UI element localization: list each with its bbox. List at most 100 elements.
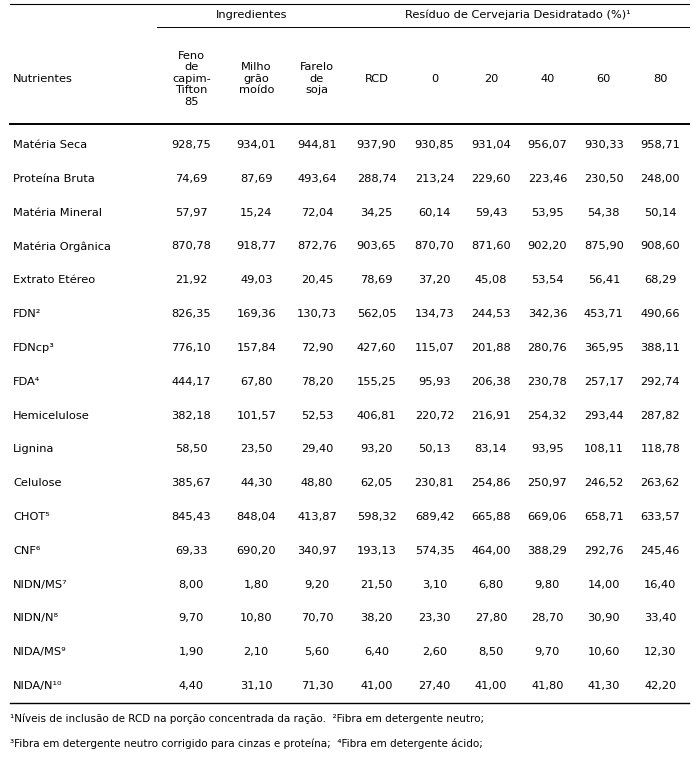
Text: 5,60: 5,60	[304, 647, 329, 657]
Text: 292,74: 292,74	[641, 377, 680, 387]
Text: 254,32: 254,32	[528, 411, 567, 421]
Text: 665,88: 665,88	[471, 512, 511, 522]
Text: 342,36: 342,36	[528, 309, 567, 319]
Text: 58,50: 58,50	[175, 444, 208, 454]
Text: 41,00: 41,00	[361, 681, 393, 691]
Text: 956,07: 956,07	[527, 140, 567, 150]
Text: 248,00: 248,00	[641, 174, 680, 184]
Text: CNF⁶: CNF⁶	[13, 546, 41, 556]
Text: 60,14: 60,14	[419, 208, 450, 218]
Text: 16,40: 16,40	[644, 580, 677, 590]
Text: 59,43: 59,43	[475, 208, 507, 218]
Text: 406,81: 406,81	[356, 411, 397, 421]
Text: 15,24: 15,24	[240, 208, 273, 218]
Text: FDNcp³: FDNcp³	[13, 343, 55, 353]
Text: 70,70: 70,70	[300, 613, 334, 624]
Text: 57,97: 57,97	[175, 208, 208, 218]
Text: 958,71: 958,71	[640, 140, 680, 150]
Text: 169,36: 169,36	[237, 309, 276, 319]
Text: 903,65: 903,65	[356, 242, 397, 252]
Text: 9,80: 9,80	[535, 580, 560, 590]
Text: 27,80: 27,80	[475, 613, 507, 624]
Text: NIDA/MS⁹: NIDA/MS⁹	[13, 647, 66, 657]
Text: 206,38: 206,38	[471, 377, 511, 387]
Text: 37,20: 37,20	[418, 275, 450, 285]
Text: 93,95: 93,95	[531, 444, 564, 454]
Text: Milho
grão
moído: Milho grão moído	[239, 62, 274, 96]
Text: 230,50: 230,50	[584, 174, 623, 184]
Text: 44,30: 44,30	[240, 478, 273, 488]
Text: 34,25: 34,25	[361, 208, 393, 218]
Text: 83,14: 83,14	[475, 444, 507, 454]
Text: 101,57: 101,57	[237, 411, 276, 421]
Text: 33,40: 33,40	[644, 613, 677, 624]
Text: Extrato Etéreo: Extrato Etéreo	[13, 275, 95, 285]
Text: 12,30: 12,30	[644, 647, 677, 657]
Text: 193,13: 193,13	[356, 546, 397, 556]
Text: 908,60: 908,60	[640, 242, 680, 252]
Text: 244,53: 244,53	[471, 309, 511, 319]
Text: 67,80: 67,80	[240, 377, 273, 387]
Text: 288,74: 288,74	[356, 174, 397, 184]
Text: FDA⁴: FDA⁴	[13, 377, 40, 387]
Text: Feno
de
capim-
Tifton
85: Feno de capim- Tifton 85	[172, 51, 210, 107]
Text: CHOT⁵: CHOT⁵	[13, 512, 50, 522]
Text: 40: 40	[540, 74, 554, 83]
Text: 78,69: 78,69	[361, 275, 393, 285]
Text: Farelo
de
soja: Farelo de soja	[300, 62, 334, 96]
Text: 223,46: 223,46	[528, 174, 567, 184]
Text: 464,00: 464,00	[471, 546, 511, 556]
Text: 385,67: 385,67	[172, 478, 211, 488]
Text: 875,90: 875,90	[584, 242, 623, 252]
Text: 689,42: 689,42	[415, 512, 454, 522]
Text: 62,05: 62,05	[361, 478, 393, 488]
Text: 50,14: 50,14	[644, 208, 677, 218]
Text: 41,30: 41,30	[588, 681, 620, 691]
Text: 48,80: 48,80	[301, 478, 334, 488]
Text: 10,80: 10,80	[240, 613, 273, 624]
Text: 130,73: 130,73	[297, 309, 337, 319]
Text: 68,29: 68,29	[644, 275, 677, 285]
Text: 23,30: 23,30	[418, 613, 450, 624]
Text: NIDA/N¹⁰: NIDA/N¹⁰	[13, 681, 63, 691]
Text: 74,69: 74,69	[175, 174, 208, 184]
Text: 31,10: 31,10	[240, 681, 273, 691]
Text: 69,33: 69,33	[175, 546, 208, 556]
Text: 871,60: 871,60	[471, 242, 511, 252]
Text: 257,17: 257,17	[584, 377, 623, 387]
Text: 574,35: 574,35	[415, 546, 455, 556]
Text: 287,82: 287,82	[641, 411, 680, 421]
Text: 213,24: 213,24	[415, 174, 454, 184]
Text: 845,43: 845,43	[172, 512, 211, 522]
Text: 3,10: 3,10	[422, 580, 447, 590]
Text: 388,11: 388,11	[640, 343, 680, 353]
Text: 216,91: 216,91	[471, 411, 511, 421]
Text: 60: 60	[597, 74, 611, 83]
Text: 78,20: 78,20	[301, 377, 334, 387]
Text: 230,78: 230,78	[527, 377, 567, 387]
Text: ¹Níveis de inclusão de RCD na porção concentrada da ração.  ²Fibra em detergente: ¹Níveis de inclusão de RCD na porção con…	[10, 713, 484, 724]
Text: Resíduo de Cervejaria Desidratado (%)¹: Resíduo de Cervejaria Desidratado (%)¹	[405, 10, 630, 20]
Text: Matéria Orgânica: Matéria Orgânica	[13, 241, 111, 252]
Text: 937,90: 937,90	[356, 140, 397, 150]
Text: NIDN/N⁸: NIDN/N⁸	[13, 613, 59, 624]
Text: 382,18: 382,18	[172, 411, 211, 421]
Text: 95,93: 95,93	[418, 377, 450, 387]
Text: 45,08: 45,08	[475, 275, 507, 285]
Text: 49,03: 49,03	[240, 275, 273, 285]
Text: Matéria Mineral: Matéria Mineral	[13, 208, 102, 218]
Text: 776,10: 776,10	[172, 343, 211, 353]
Text: 928,75: 928,75	[172, 140, 211, 150]
Text: 658,71: 658,71	[584, 512, 623, 522]
Text: 42,20: 42,20	[644, 681, 677, 691]
Text: 902,20: 902,20	[527, 242, 567, 252]
Text: 0: 0	[431, 74, 438, 83]
Text: 250,97: 250,97	[527, 478, 567, 488]
Text: 108,11: 108,11	[584, 444, 623, 454]
Text: 157,84: 157,84	[237, 343, 276, 353]
Text: 292,76: 292,76	[584, 546, 623, 556]
Text: 1,90: 1,90	[179, 647, 204, 657]
Text: Ingredientes: Ingredientes	[217, 10, 288, 20]
Text: 246,52: 246,52	[584, 478, 623, 488]
Text: 413,87: 413,87	[297, 512, 337, 522]
